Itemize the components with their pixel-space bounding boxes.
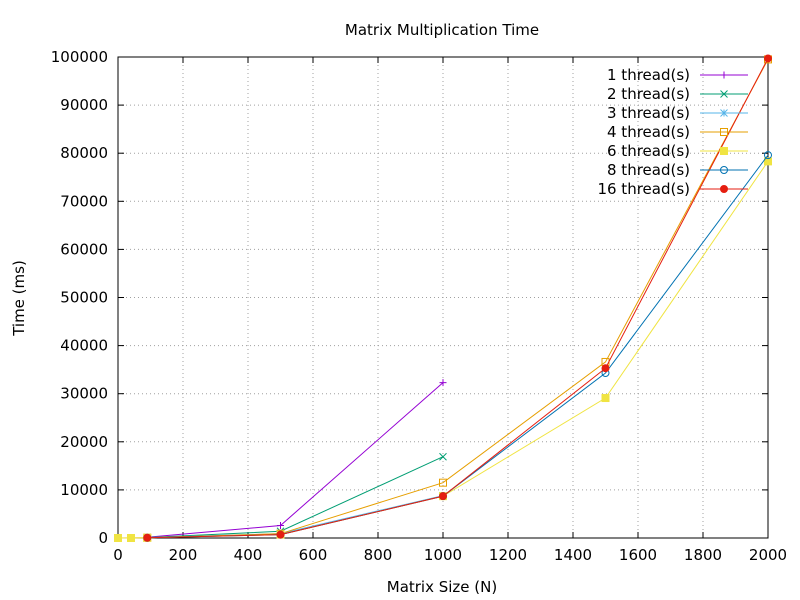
data-point	[764, 151, 772, 160]
legend-entry: 16 thread(s)	[597, 180, 748, 198]
y-axis-title: Time (ms)	[10, 260, 28, 337]
y-tick-label: 10000	[60, 481, 108, 499]
y-tick-label: 80000	[60, 144, 108, 162]
y-tick-label: 70000	[60, 192, 108, 210]
y-tick-label: 30000	[60, 385, 108, 403]
y-tick-label: 60000	[60, 240, 108, 258]
x-tick-label: 600	[299, 546, 328, 564]
legend-label: 4 thread(s)	[607, 123, 690, 141]
data-point	[720, 166, 728, 174]
data-point	[143, 533, 152, 542]
y-tick-label: 40000	[60, 337, 108, 355]
legend-entry: 1 thread(s)	[607, 66, 748, 84]
series-7	[143, 54, 772, 542]
legend-entry: 2 thread(s)	[607, 85, 748, 103]
data-point	[439, 478, 447, 487]
data-point	[720, 185, 728, 193]
x-tick-label: 1600	[619, 546, 657, 564]
data-point	[439, 492, 447, 501]
data-point	[764, 157, 772, 166]
data-point	[114, 534, 122, 542]
legend-entry: 3 thread(s)	[607, 104, 748, 122]
data-point	[127, 534, 135, 542]
series-2	[143, 452, 447, 542]
y-tick-label: 0	[98, 529, 108, 547]
data-point	[439, 379, 447, 387]
y-tick-label: 50000	[60, 289, 108, 307]
legend-label: 16 thread(s)	[597, 180, 690, 198]
y-tick-label: 100000	[51, 48, 108, 66]
legend-entry: 8 thread(s)	[607, 161, 748, 179]
legend-label: 1 thread(s)	[607, 66, 690, 84]
x-tick-label: 1200	[489, 546, 527, 564]
series-line	[147, 154, 769, 539]
x-tick-label: 800	[364, 546, 393, 564]
legend-entry: 6 thread(s)	[607, 142, 748, 160]
data-point	[277, 521, 284, 529]
data-point	[720, 90, 728, 98]
data-point	[601, 394, 610, 403]
series-6	[143, 151, 772, 542]
legend-label: 2 thread(s)	[607, 85, 690, 103]
x-tick-label: 0	[113, 546, 123, 564]
x-tick-label: 1800	[684, 546, 722, 564]
data-point	[720, 109, 728, 117]
x-tick-label: 2000	[749, 546, 787, 564]
series-line	[147, 382, 444, 538]
data-point	[720, 147, 728, 155]
series-layer	[114, 54, 772, 542]
data-point	[439, 452, 447, 461]
y-axis: 0 10000 20000 30000 40000 50000 60000 70000 8000…	[51, 48, 768, 547]
y-tick-label: 20000	[60, 433, 108, 451]
data-point	[276, 530, 285, 539]
legend: 1 thread(s)2 thread(s)3 thread(s)4 threa…	[597, 66, 748, 198]
x-tick-label: 400	[234, 546, 263, 564]
data-point	[720, 128, 728, 136]
x-tick-label: 1000	[424, 546, 462, 564]
legend-label: 8 thread(s)	[607, 161, 690, 179]
data-point	[764, 54, 772, 63]
x-tick-label: 200	[169, 546, 198, 564]
chart-title: Matrix Multiplication Time	[345, 21, 539, 39]
legend-label: 6 thread(s)	[607, 142, 690, 160]
grid-layer	[118, 57, 768, 538]
series-1	[143, 379, 447, 541]
x-axis-title: Matrix Size (N)	[387, 578, 497, 596]
legend-label: 3 thread(s)	[607, 104, 690, 122]
legend-entry: 4 thread(s)	[607, 123, 748, 141]
y-tick-label: 90000	[60, 96, 108, 114]
data-point	[720, 71, 728, 79]
x-tick-label: 1400	[554, 546, 592, 564]
data-point	[601, 364, 610, 373]
